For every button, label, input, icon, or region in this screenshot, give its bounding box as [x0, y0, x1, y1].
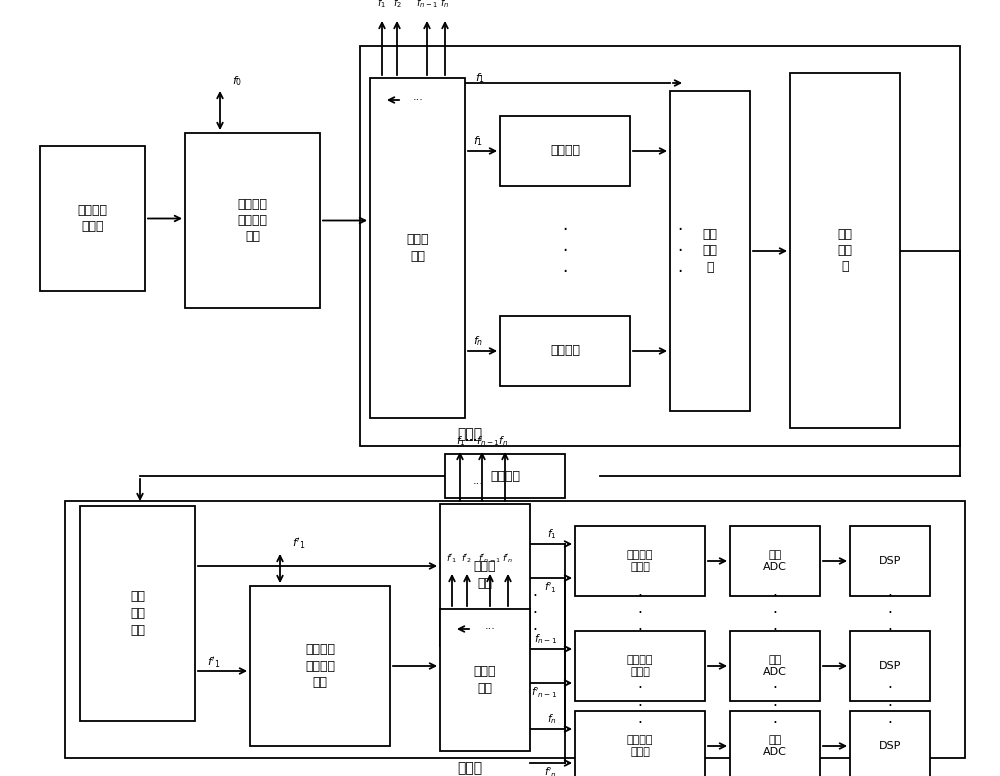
FancyBboxPatch shape: [440, 504, 530, 646]
FancyBboxPatch shape: [40, 146, 145, 291]
Text: ·
·
·: · · ·: [773, 589, 777, 639]
Text: 集成相干
接收机: 集成相干 接收机: [627, 549, 653, 573]
Text: DSP: DSP: [879, 741, 901, 751]
Text: 第一
合波
器: 第一 合波 器: [702, 228, 718, 274]
Text: ···: ···: [485, 624, 495, 634]
Text: DSP: DSP: [879, 556, 901, 566]
Text: 四路
ADC: 四路 ADC: [763, 655, 787, 677]
FancyBboxPatch shape: [730, 711, 820, 776]
Text: $f'_{n-1}$: $f'_{n-1}$: [531, 686, 557, 700]
Text: 接收端: 接收端: [457, 761, 483, 775]
Text: DSP: DSP: [879, 661, 901, 671]
Text: $f'_2$: $f'_2$: [461, 553, 473, 565]
Text: 发送端: 发送端: [457, 427, 483, 441]
FancyBboxPatch shape: [80, 506, 195, 721]
Text: $f'_1$: $f'_1$: [207, 656, 220, 670]
FancyBboxPatch shape: [185, 133, 320, 308]
Text: $f_n$: $f_n$: [473, 334, 483, 348]
FancyBboxPatch shape: [850, 526, 930, 596]
FancyBboxPatch shape: [440, 609, 530, 751]
FancyBboxPatch shape: [730, 631, 820, 701]
Text: $f_2$: $f_2$: [393, 0, 401, 10]
Text: $f'_1$: $f'_1$: [446, 553, 458, 565]
Text: ·
·
·: · · ·: [562, 221, 568, 281]
Text: 四路
ADC: 四路 ADC: [763, 549, 787, 573]
Text: $f_1$: $f_1$: [377, 0, 387, 10]
FancyBboxPatch shape: [500, 116, 630, 186]
FancyBboxPatch shape: [850, 631, 930, 701]
Text: $f_1$···$f_{n-1}f_n$: $f_1$···$f_{n-1}f_n$: [456, 434, 508, 448]
Text: ·
·
·: · · ·: [888, 681, 892, 731]
Text: 第三分
波器: 第三分 波器: [474, 665, 496, 695]
Text: 模式
复用
器: 模式 复用 器: [838, 227, 852, 273]
Text: 第一多载
波光产生
装置: 第一多载 波光产生 装置: [238, 198, 268, 244]
Text: 第二分
波器: 第二分 波器: [474, 560, 496, 590]
Text: ···: ···: [413, 95, 423, 105]
FancyBboxPatch shape: [575, 711, 705, 776]
Text: 模式
解复
用器: 模式 解复 用器: [130, 591, 145, 636]
Text: $f'_1$: $f'_1$: [544, 581, 557, 595]
Text: $f_1$: $f_1$: [473, 134, 483, 148]
FancyBboxPatch shape: [500, 316, 630, 386]
Text: 集成相干
接收机: 集成相干 接收机: [627, 655, 653, 677]
Text: ·
·
·: · · ·: [533, 589, 537, 639]
FancyBboxPatch shape: [670, 91, 750, 411]
FancyBboxPatch shape: [730, 526, 820, 596]
Text: ·
·
·: · · ·: [638, 681, 642, 731]
FancyBboxPatch shape: [575, 631, 705, 701]
FancyBboxPatch shape: [575, 526, 705, 596]
Text: ·
·
·: · · ·: [773, 681, 777, 731]
Text: 初始光源
产生器: 初始光源 产生器: [78, 204, 108, 234]
Text: ·
·
·: · · ·: [638, 589, 642, 639]
Text: ·
·
·: · · ·: [677, 221, 683, 281]
FancyBboxPatch shape: [445, 454, 565, 498]
Text: 第一分
波器: 第一分 波器: [406, 234, 429, 263]
Text: $f_1$: $f_1$: [475, 71, 485, 85]
Text: 第二多载
波光产生
装置: 第二多载 波光产生 装置: [305, 643, 335, 689]
Text: $f_n$: $f_n$: [440, 0, 450, 10]
Text: 发送模块: 发送模块: [550, 144, 580, 158]
Text: 集成相干
接收机: 集成相干 接收机: [627, 735, 653, 757]
Text: 四路
ADC: 四路 ADC: [763, 735, 787, 757]
Text: $f_1$: $f_1$: [547, 527, 557, 541]
FancyBboxPatch shape: [850, 711, 930, 776]
Text: $f'_1$: $f'_1$: [292, 536, 305, 552]
Text: ···: ···: [473, 479, 483, 489]
FancyBboxPatch shape: [250, 586, 390, 746]
Text: $f_n$: $f_n$: [547, 712, 557, 726]
Text: ·
·
·: · · ·: [888, 589, 892, 639]
Text: $f_{n-1}$: $f_{n-1}$: [416, 0, 438, 10]
Text: $f_0$: $f_0$: [232, 74, 242, 88]
Text: 光纤链路: 光纤链路: [490, 469, 520, 483]
Text: 发送模块: 发送模块: [550, 345, 580, 358]
Text: $f'_n$: $f'_n$: [502, 553, 514, 565]
Text: $f'_{n-1}$: $f'_{n-1}$: [478, 553, 502, 565]
FancyBboxPatch shape: [370, 78, 465, 418]
Text: $f_{n-1}$: $f_{n-1}$: [534, 632, 557, 646]
Text: $f'_n$: $f'_n$: [544, 766, 557, 776]
FancyBboxPatch shape: [790, 73, 900, 428]
